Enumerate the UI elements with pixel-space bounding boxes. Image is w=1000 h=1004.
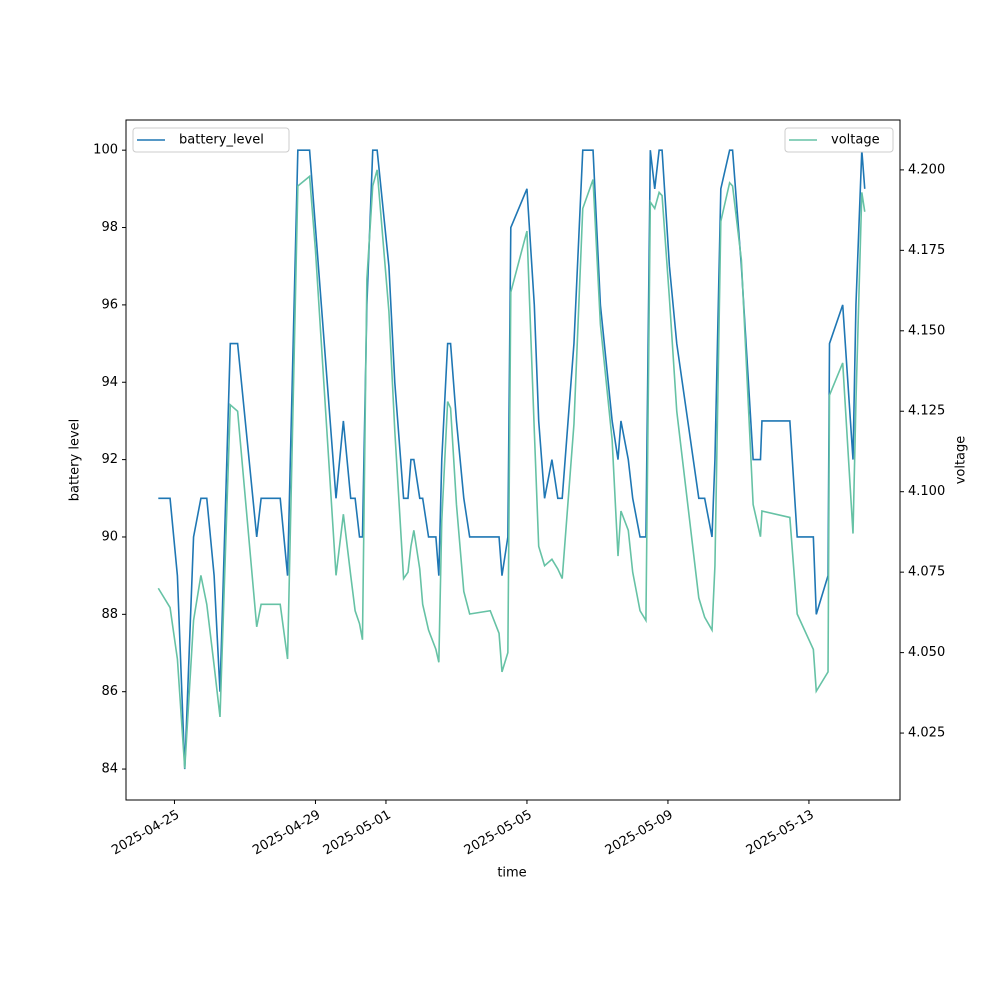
legend-box <box>132 127 290 153</box>
y2-tick-label: 4.050 <box>908 645 945 660</box>
y-tick-label: 94 <box>101 375 118 390</box>
y-tick-label: 90 <box>101 529 118 544</box>
data-line <box>158 149 866 770</box>
legend-label: battery_level <box>179 133 264 148</box>
y2-axis-label: voltage <box>954 436 969 485</box>
x-tick-label: 2025-05-01 <box>321 808 394 859</box>
y-tick-label: 100 <box>93 143 118 158</box>
y-tick-label: 98 <box>101 220 118 235</box>
y-tick-label: 92 <box>101 452 118 467</box>
x-tick-label: 2025-05-09 <box>603 808 676 859</box>
x-tick-label: 2025-04-25 <box>109 808 182 859</box>
y-tick-label: 88 <box>101 607 118 622</box>
data-line <box>157 169 866 769</box>
y2-tick-label: 4.075 <box>908 565 945 580</box>
y2-tick-label: 4.200 <box>908 162 945 177</box>
x-tick-label: 2025-04-29 <box>250 808 323 859</box>
y2-tick-label: 4.025 <box>908 726 945 741</box>
y2-tick-label: 4.150 <box>908 323 945 338</box>
x-tick-label: 2025-05-13 <box>744 808 817 859</box>
legend-label: voltage <box>831 133 880 148</box>
y-axis-label: battery level <box>68 419 83 502</box>
legend-box <box>784 127 894 153</box>
y2-tick-label: 4.100 <box>908 484 945 499</box>
y-tick-label: 84 <box>101 762 118 777</box>
y-tick-label: 96 <box>101 297 118 312</box>
y-tick-label: 86 <box>101 684 118 699</box>
y2-tick-label: 4.125 <box>908 404 945 419</box>
y2-tick-label: 4.175 <box>908 243 945 258</box>
x-axis-label: time <box>497 866 526 881</box>
x-tick-label: 2025-05-05 <box>462 808 535 859</box>
